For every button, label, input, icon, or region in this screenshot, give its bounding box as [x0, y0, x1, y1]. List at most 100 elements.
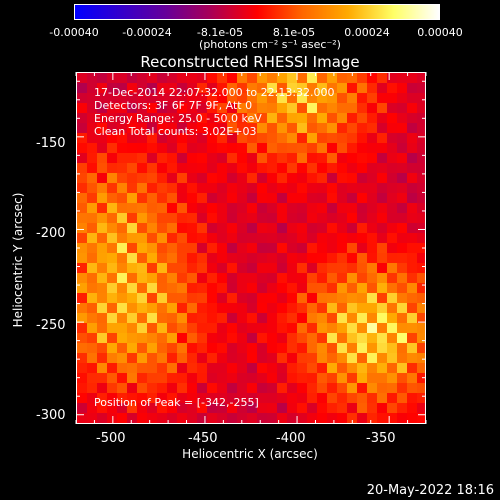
- heatmap-cell: [347, 113, 357, 123]
- heatmap-cell: [277, 213, 287, 223]
- heatmap-cell: [187, 93, 197, 103]
- heatmap-cell: [407, 353, 417, 363]
- heatmap-cell: [197, 163, 207, 173]
- heatmap-cell: [77, 173, 87, 183]
- heatmap-cell: [177, 193, 187, 203]
- heatmap-cell: [327, 163, 337, 173]
- heatmap-cell: [207, 363, 217, 373]
- heatmap-cell: [217, 233, 227, 243]
- heatmap-cell: [327, 403, 337, 413]
- heatmap-cell: [127, 223, 137, 233]
- heatmap-cell: [247, 163, 257, 173]
- heatmap-cell: [257, 103, 267, 113]
- heatmap-cell: [337, 163, 347, 173]
- heatmap-cell: [127, 113, 137, 123]
- heatmap-cell: [147, 173, 157, 183]
- heatmap-cell: [97, 253, 107, 263]
- heatmap-cell: [387, 233, 397, 243]
- heatmap-cell: [157, 83, 167, 93]
- heatmap-cell: [107, 363, 117, 373]
- heatmap-cell: [257, 303, 267, 313]
- heatmap-cell: [247, 263, 257, 273]
- heatmap-cell: [257, 333, 267, 343]
- clean-counts-text: Clean Total counts: 3.02E+03: [94, 125, 257, 138]
- heatmap-cell: [157, 113, 167, 123]
- heatmap-cell: [347, 383, 357, 393]
- heatmap-cell: [157, 213, 167, 223]
- heatmap-cell: [167, 123, 177, 133]
- heatmap-cell: [237, 103, 247, 113]
- heatmap-cell: [117, 373, 127, 383]
- heatmap-cell: [277, 253, 287, 263]
- heatmap-cell: [377, 343, 387, 353]
- heatmap-cell: [157, 93, 167, 103]
- heatmap-cell: [187, 393, 197, 403]
- heatmap-cell: [297, 183, 307, 193]
- heatmap-cell: [317, 73, 327, 83]
- heatmap-cell: [377, 133, 387, 143]
- heatmap-cell: [167, 283, 177, 293]
- heatmap-cell: [127, 143, 137, 153]
- heatmap-cell: [417, 213, 425, 223]
- heatmap-cell: [317, 303, 327, 313]
- heatmap-cell: [377, 303, 387, 313]
- heatmap-cell: [77, 263, 87, 273]
- heatmap-cell: [397, 243, 407, 253]
- heatmap-cell: [217, 243, 227, 253]
- colorbar-tick-label: -8.1e-05: [196, 26, 244, 39]
- heatmap-cell: [267, 403, 277, 413]
- heatmap-cell: [107, 83, 117, 93]
- heatmap-cell: [287, 143, 297, 153]
- heatmap-cell: [217, 333, 227, 343]
- heatmap-cell: [357, 223, 367, 233]
- heatmap-cell: [347, 373, 357, 383]
- heatmap-cell: [317, 233, 327, 243]
- heatmap-cell: [137, 373, 147, 383]
- colorbar-tick-label: 8.1e-05: [272, 26, 316, 39]
- heatmap-cell: [107, 93, 117, 103]
- heatmap-cell: [147, 143, 157, 153]
- heatmap-cell: [107, 73, 117, 83]
- heatmap-cell: [317, 373, 327, 383]
- heatmap-cell: [147, 363, 157, 373]
- heatmap-cell: [257, 183, 267, 193]
- heatmap-cell: [187, 353, 197, 363]
- heatmap-cell: [207, 113, 217, 123]
- heatmap-cell: [377, 353, 387, 363]
- heatmap-cell: [177, 213, 187, 223]
- heatmap-cell: [317, 323, 327, 333]
- heatmap-cell: [387, 223, 397, 233]
- heatmap-cell: [137, 93, 147, 103]
- heatmap-cell: [247, 223, 257, 233]
- heatmap-cell: [207, 133, 217, 143]
- heatmap-cell: [387, 193, 397, 203]
- heatmap-cell: [277, 273, 287, 283]
- heatmap-cell: [377, 383, 387, 393]
- heatmap-cell: [97, 273, 107, 283]
- heatmap-cell: [177, 353, 187, 363]
- heatmap-cell: [407, 323, 417, 333]
- heatmap-cell: [87, 293, 97, 303]
- heatmap-cell: [397, 173, 407, 183]
- heatmap-cell: [277, 113, 287, 123]
- heatmap-cell: [317, 293, 327, 303]
- heatmap-cell: [247, 133, 257, 143]
- heatmap-cell: [417, 293, 425, 303]
- heatmap-cell: [97, 223, 107, 233]
- heatmap-cell: [407, 213, 417, 223]
- heatmap-cell: [367, 413, 377, 423]
- heatmap-cell: [137, 103, 147, 113]
- heatmap-cell: [277, 333, 287, 343]
- heatmap-cell: [207, 143, 217, 153]
- heatmap-cell: [417, 303, 425, 313]
- time-range-text: 17-Dec-2014 22:07:32.000 to 22:13:32.000: [94, 86, 335, 99]
- heatmap-cell: [407, 373, 417, 383]
- heatmap-cell: [357, 423, 367, 424]
- heatmap-cell: [197, 93, 207, 103]
- heatmap-cell: [177, 133, 187, 143]
- heatmap-cell: [247, 283, 257, 293]
- heatmap-cell: [207, 83, 217, 93]
- heatmap-cell: [77, 383, 87, 393]
- heatmap-cell: [277, 293, 287, 303]
- x-tick-label: -450: [188, 431, 218, 446]
